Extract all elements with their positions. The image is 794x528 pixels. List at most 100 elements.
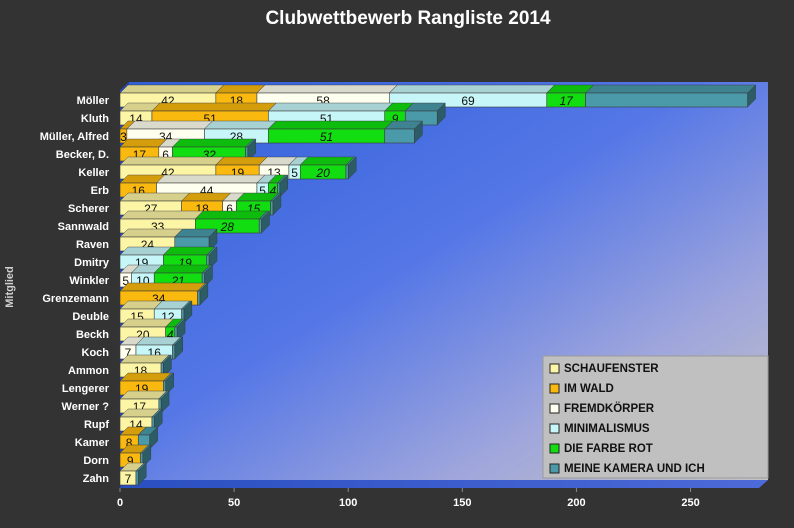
- legend-swatch: [549, 363, 560, 374]
- bar-top-face: [119, 84, 225, 94]
- legend-label: MINIMALISMUS: [564, 423, 650, 435]
- category-label: Keller: [78, 167, 109, 179]
- bar-segment: [270, 192, 282, 216]
- bar-top-face: [119, 228, 184, 238]
- category-label: Dorn: [83, 455, 109, 467]
- category-label: Koch: [82, 347, 110, 359]
- bar-segment: [258, 210, 270, 234]
- x-tick-label: 150: [453, 497, 471, 509]
- legend-label: FREMDKÖRPER: [564, 402, 655, 415]
- bar-segment: [162, 372, 175, 396]
- x-axis-ticks: 0 50 100 150 200 250: [117, 488, 700, 509]
- legend-item: SCHAUFENSTER: [549, 363, 659, 375]
- bar-meine-kamera-und-ich: [384, 128, 415, 144]
- data-label: 5: [291, 166, 298, 180]
- category-label: Beckh: [76, 329, 109, 341]
- bar-segment: [197, 282, 209, 306]
- category-label: Winkler: [69, 275, 109, 287]
- data-label: 9: [392, 112, 399, 126]
- data-label: 4: [167, 328, 174, 342]
- bar-meine-kamera-und-ich: [585, 92, 748, 108]
- data-label: 9: [127, 454, 134, 468]
- category-labels: Möller Kluth Müller, Alfred Becker, D. Kelle…: [40, 95, 110, 485]
- legend-item: MEINE KAMERA UND ICH: [549, 463, 705, 475]
- bar-segment: 17: [546, 84, 595, 108]
- data-label: 5: [122, 274, 129, 288]
- bar-segment: [585, 84, 757, 108]
- bar-top-face: [256, 84, 398, 94]
- legend-swatch: [549, 443, 560, 454]
- data-label: 6: [162, 148, 169, 162]
- bar-top-face: [585, 84, 757, 94]
- bar-meine-kamera-und-ich: [135, 470, 139, 486]
- legend-swatch: [549, 383, 560, 394]
- data-label: 5: [259, 184, 266, 198]
- bar-segment: [245, 138, 257, 162]
- bar-top-face: [172, 138, 255, 148]
- data-label: 28: [220, 220, 235, 234]
- y-axis-label: Mitglied: [4, 266, 16, 308]
- category-label: Kamer: [75, 437, 110, 449]
- bar-top-face: [267, 120, 394, 130]
- x-tick-label: 50: [228, 497, 240, 509]
- category-label: Ammon: [68, 365, 109, 377]
- category-label: Zahn: [83, 473, 110, 485]
- bar-top-face: [119, 372, 172, 382]
- bar-meine-kamera-und-ich: [258, 218, 262, 234]
- bar-segment: [174, 228, 218, 252]
- data-label: 7: [125, 346, 132, 360]
- bar-top-face: [267, 102, 394, 112]
- category-label: Lengerer: [62, 383, 110, 395]
- legend-swatch: [549, 423, 560, 434]
- legend-swatch: [549, 403, 560, 414]
- bar-top-face: [156, 174, 266, 184]
- category-label: Erb: [91, 185, 110, 197]
- bar-top-face: [299, 156, 355, 166]
- data-label: 20: [315, 166, 330, 180]
- category-label: Becker, D.: [56, 149, 109, 161]
- legend-swatch: [549, 463, 560, 474]
- bar-meine-kamera-und-ich: [172, 344, 176, 360]
- bar-segment: [135, 462, 147, 486]
- x-tick-label: 100: [339, 497, 357, 509]
- data-label: 6: [226, 202, 233, 216]
- bar-segment: [404, 102, 446, 126]
- bar-segment: 51: [267, 120, 394, 144]
- bar-segment: [201, 264, 213, 288]
- legend-item: MINIMALISMUS: [549, 423, 650, 435]
- x-tick-label: 250: [681, 497, 699, 509]
- bar-top-face: [119, 318, 175, 328]
- bar-top-face: [162, 246, 216, 256]
- category-label: Deuble: [72, 311, 109, 323]
- category-label: Möller: [77, 95, 110, 107]
- legend-label: SCHAUFENSTER: [564, 363, 659, 375]
- bar-top-face: [119, 156, 225, 166]
- bar-top-face: [215, 156, 268, 166]
- bar-top-face: [153, 264, 211, 274]
- category-label: Sannwald: [58, 221, 109, 233]
- data-label: 7: [125, 472, 132, 486]
- category-label: Werner ?: [62, 401, 110, 413]
- bar-top-face: [203, 120, 277, 130]
- category-label: Raven: [76, 239, 109, 251]
- data-label: 3: [120, 130, 127, 144]
- bar-top-face: [119, 282, 207, 292]
- bar-top-face: [215, 84, 266, 94]
- bar-segment: [206, 246, 218, 270]
- category-label: Scherer: [68, 203, 110, 215]
- legend-label: DIE FARBE ROT: [564, 443, 653, 455]
- data-label: 51: [320, 130, 333, 144]
- category-label: Kluth: [81, 113, 109, 125]
- legend-item: FREMDKÖRPER: [549, 402, 655, 415]
- bar-segment: [345, 156, 357, 180]
- category-label: Grenzemann: [42, 293, 109, 305]
- legend-box: [542, 355, 769, 479]
- bar-segment: [160, 354, 172, 378]
- bar-top-face: [388, 84, 556, 94]
- legend: SCHAUFENSTER IM WALD FREMDKÖRPER MINIMALISM…: [542, 355, 769, 479]
- bar-meine-kamera-und-ich: [345, 164, 349, 180]
- plot-floor: [120, 480, 768, 488]
